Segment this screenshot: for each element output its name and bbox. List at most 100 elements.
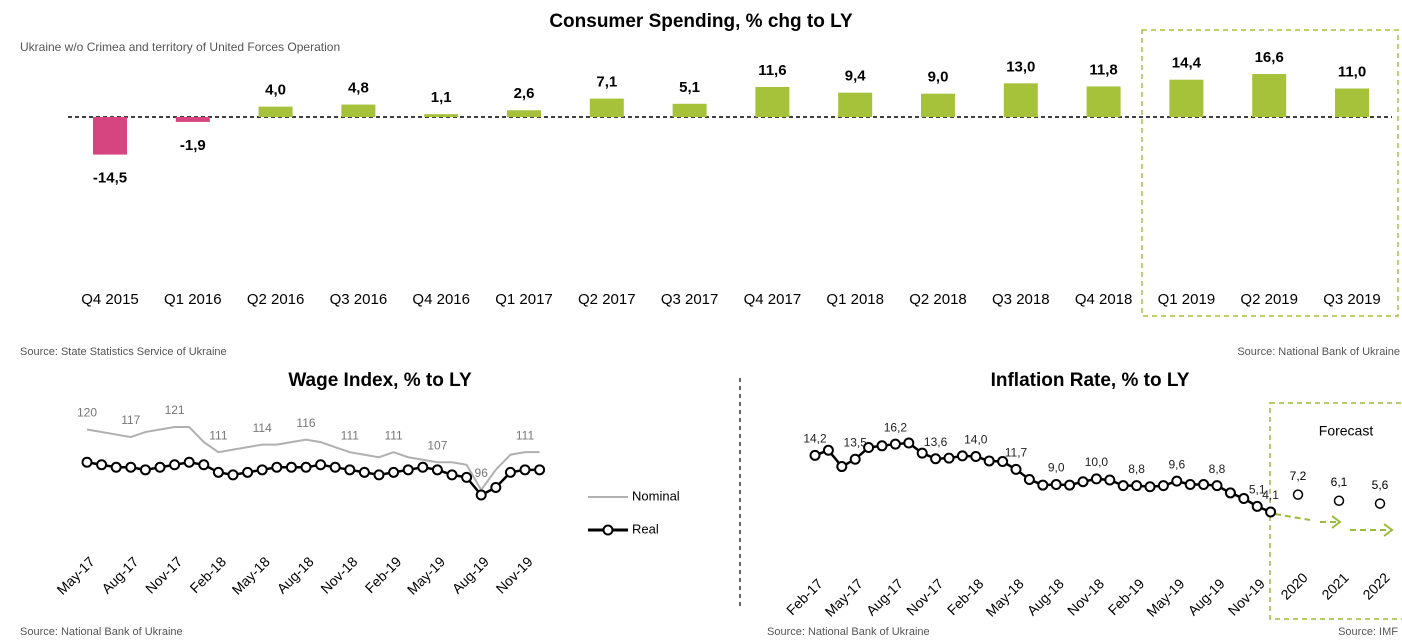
point xyxy=(876,440,888,452)
data-label: 11,6 xyxy=(758,62,786,79)
x-tick-label: Q3 2017 xyxy=(661,291,719,308)
point xyxy=(169,459,181,471)
point xyxy=(461,471,473,483)
point xyxy=(849,453,861,465)
point xyxy=(300,461,312,473)
x-tick-label: Nov-18 xyxy=(317,553,360,596)
x-tick-label: Nov-19 xyxy=(1225,575,1268,618)
data-label: 16,6 xyxy=(1255,49,1284,66)
chart-title: Consumer Spending, % chg to LY xyxy=(549,11,853,32)
point xyxy=(504,466,516,478)
point xyxy=(1010,463,1022,475)
point xyxy=(1251,500,1263,512)
point xyxy=(96,459,108,471)
data-label: -14,5 xyxy=(93,170,127,187)
x-tick-label: Q3 2018 xyxy=(992,291,1050,308)
source: Source: IMF xyxy=(1338,626,1398,638)
point xyxy=(970,450,982,462)
x-tick-label: Q1 2018 xyxy=(826,291,884,308)
forecast-point xyxy=(1374,498,1386,509)
point xyxy=(81,456,93,468)
point xyxy=(930,453,942,465)
data-label: 4,8 xyxy=(348,80,369,97)
point xyxy=(1171,475,1183,487)
subtitle: Ukraine w/o Crimea and territory of Unit… xyxy=(20,40,340,54)
data-label: 14,0 xyxy=(964,433,988,447)
point xyxy=(329,461,341,473)
data-label: 116 xyxy=(296,416,315,430)
bar xyxy=(258,106,293,117)
point xyxy=(943,452,955,464)
point xyxy=(110,461,122,473)
point xyxy=(1131,480,1143,492)
legend-label: Nominal xyxy=(632,488,680,503)
point xyxy=(889,438,901,450)
data-label: 96 xyxy=(475,466,489,480)
x-tick-label: Q4 2015 xyxy=(81,291,139,308)
point xyxy=(956,450,968,462)
x-tick-label: Q2 2016 xyxy=(247,291,305,308)
data-label: 16,2 xyxy=(884,420,908,434)
data-label: 9,6 xyxy=(1168,457,1185,471)
bar xyxy=(921,93,955,117)
forecast-point xyxy=(1292,489,1304,500)
bar xyxy=(507,110,541,117)
data-label: 121 xyxy=(165,403,185,417)
x-tick-label: Aug-17 xyxy=(863,575,906,618)
x-tick-label: Q2 2019 xyxy=(1240,291,1298,308)
point xyxy=(242,466,254,478)
x-tick-label: Q2 2018 xyxy=(909,291,967,308)
point xyxy=(1224,487,1236,499)
forecast-arrow xyxy=(1274,513,1392,531)
point xyxy=(1104,474,1116,486)
point xyxy=(125,461,137,473)
point xyxy=(863,441,875,453)
point xyxy=(1077,476,1089,488)
x-tick-label: Nov-19 xyxy=(493,553,536,596)
point xyxy=(183,456,195,468)
data-label: 8,8 xyxy=(1128,462,1145,476)
point xyxy=(836,461,848,473)
data-label: 111 xyxy=(516,428,535,442)
bar xyxy=(1003,83,1038,117)
data-label: 6,1 xyxy=(1331,475,1348,489)
chart-title: Inflation Rate, % to LY xyxy=(991,370,1190,391)
point xyxy=(809,449,821,461)
data-label: 5,1 xyxy=(1249,483,1266,497)
point xyxy=(1198,479,1210,491)
data-label: 114 xyxy=(253,421,272,435)
point xyxy=(475,489,487,501)
x-tick-label: Nov-18 xyxy=(1064,575,1107,618)
data-label: 14,2 xyxy=(803,432,827,446)
data-label: 2,6 xyxy=(514,85,535,102)
data-label: 111 xyxy=(384,428,403,442)
point xyxy=(983,455,995,467)
bar xyxy=(341,104,376,117)
bar xyxy=(1252,74,1287,117)
forecast-point xyxy=(1333,495,1345,507)
point xyxy=(1157,480,1169,492)
bar xyxy=(93,117,127,155)
data-label: 111 xyxy=(341,428,360,442)
x-tick-label: Nov-17 xyxy=(142,553,185,596)
point xyxy=(402,464,414,476)
data-label: 13,6 xyxy=(924,435,948,449)
forecast-arrowhead xyxy=(1331,515,1394,537)
bar xyxy=(672,103,707,117)
x-tick-label: May-18 xyxy=(982,575,1026,619)
point xyxy=(997,456,1009,468)
x-tick-label: Q4 2018 xyxy=(1075,291,1133,308)
point xyxy=(1064,479,1076,491)
point xyxy=(417,461,429,473)
x-tick-label: Q4 2016 xyxy=(412,291,470,308)
point xyxy=(519,464,531,476)
x-tick-label: Aug-19 xyxy=(1184,575,1227,618)
data-label: 9,0 xyxy=(928,69,949,86)
x-tick-label: Nov-17 xyxy=(903,575,946,618)
data-label: 10,0 xyxy=(1085,455,1109,469)
point xyxy=(315,459,327,471)
chart-title: Wage Index, % to LY xyxy=(288,370,472,391)
point xyxy=(490,481,502,493)
point xyxy=(344,464,356,476)
point xyxy=(903,437,915,449)
